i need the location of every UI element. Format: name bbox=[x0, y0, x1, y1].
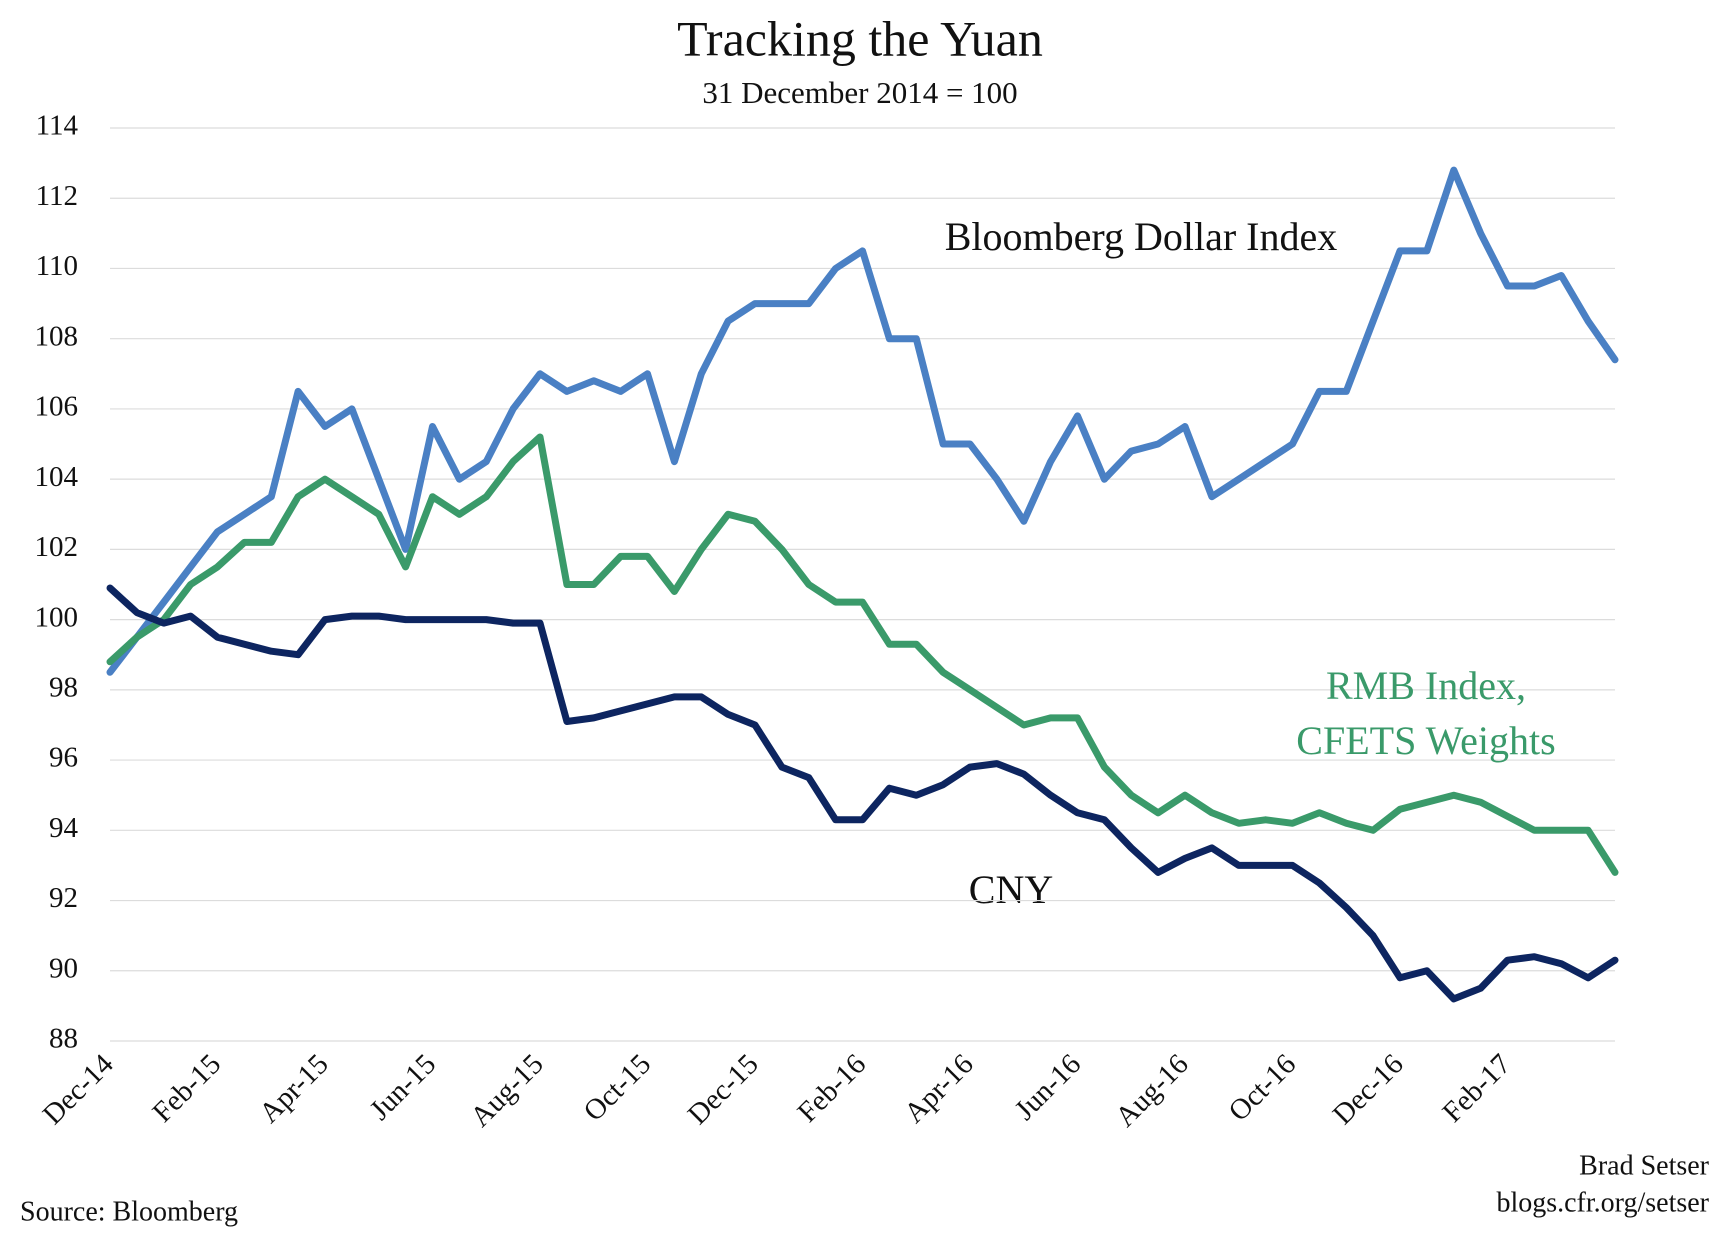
y-tick-label: 90 bbox=[49, 952, 78, 984]
y-tick-label: 92 bbox=[49, 882, 78, 914]
y-tick-label: 106 bbox=[35, 391, 79, 423]
x-tick-label: Feb-16 bbox=[791, 1048, 872, 1129]
x-tick-label: Apr-15 bbox=[253, 1048, 334, 1129]
y-tick-label: 100 bbox=[35, 601, 79, 633]
x-tick-label: Feb-15 bbox=[146, 1048, 227, 1129]
series-label: Bloomberg Dollar Index bbox=[945, 214, 1338, 259]
x-tick-label: Dec-14 bbox=[37, 1048, 120, 1131]
series-line bbox=[106, 584, 1619, 1003]
y-tick-label: 108 bbox=[35, 320, 79, 352]
y-tick-label: 98 bbox=[49, 672, 78, 704]
x-tick-label: Dec-16 bbox=[1327, 1048, 1410, 1131]
series-label: RMB Index, CFETS Weights bbox=[1296, 663, 1556, 763]
credit: blogs.cfr.org/setser bbox=[1496, 1187, 1709, 1218]
series-line bbox=[106, 166, 1619, 676]
x-tick-label: Jun-16 bbox=[1009, 1048, 1087, 1126]
x-tick-label: Aug-16 bbox=[1109, 1048, 1194, 1133]
series-label: CNY bbox=[969, 867, 1053, 912]
y-tick-label: 96 bbox=[49, 742, 78, 774]
credit: Brad Setser bbox=[1579, 1150, 1710, 1181]
x-tick-label: Oct-16 bbox=[1223, 1048, 1303, 1128]
x-tick-label: Feb-17 bbox=[1436, 1048, 1517, 1129]
x-tick-label: Jun-15 bbox=[364, 1048, 442, 1126]
source: Source: Bloomberg bbox=[20, 1196, 238, 1227]
x-tick-label: Oct-15 bbox=[578, 1048, 658, 1128]
series-line bbox=[106, 433, 1619, 876]
y-tick-label: 104 bbox=[35, 461, 79, 493]
chart-title: Tracking the Yuan bbox=[677, 10, 1043, 66]
x-tick-label: Dec-15 bbox=[682, 1048, 765, 1131]
y-tick-label: 110 bbox=[36, 250, 78, 282]
y-tick-label: 112 bbox=[36, 180, 78, 212]
y-tick-label: 102 bbox=[35, 531, 79, 563]
x-tick-label: Apr-16 bbox=[898, 1048, 979, 1129]
y-tick-label: 94 bbox=[49, 812, 79, 844]
y-tick-label: 88 bbox=[49, 1023, 78, 1055]
x-tick-label: Aug-15 bbox=[464, 1048, 549, 1133]
y-tick-label: 114 bbox=[36, 110, 79, 142]
chart-subtitle: 31 December 2014 = 100 bbox=[702, 75, 1017, 110]
